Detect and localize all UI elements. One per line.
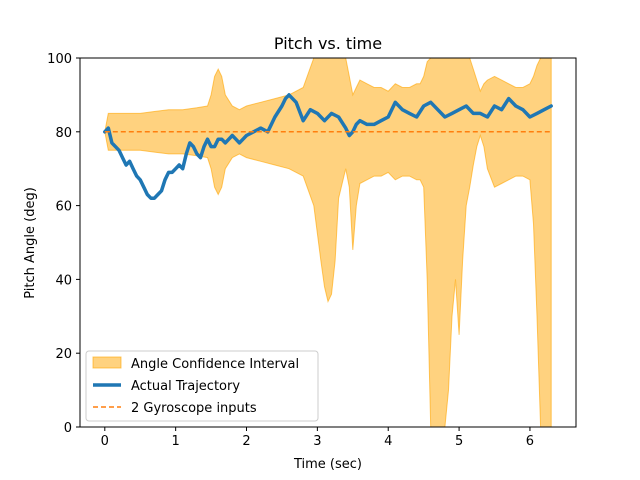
x-tick-label: 4 [384,434,392,449]
legend-gyro-label: 2 Gyroscope inputs [131,401,257,416]
x-tick-label: 1 [172,434,180,449]
legend-trajectory-label: Actual Trajectory [131,379,240,394]
x-tick-label: 0 [101,434,109,449]
y-tick-label: 80 [55,126,72,141]
legend-ci-swatch [92,356,122,369]
y-tick-label: 40 [55,273,72,288]
x-axis-label: Time (sec) [293,457,362,472]
y-tick-label: 60 [55,200,72,215]
legend-ci-label: Angle Confidence Interval [131,357,299,372]
chart-title: Pitch vs. time [274,34,382,53]
legend-box [85,350,319,422]
y-tick-label: 100 [47,52,72,67]
plot-frame [79,57,577,428]
x-tick-label: 3 [313,434,321,449]
plot-area [103,58,553,427]
legend: Angle Confidence Interval Actual Traject… [85,350,319,422]
confidence-band [104,58,552,427]
y-tick-label: 20 [55,347,72,362]
y-axis-label: Pitch Angle (deg) [23,187,38,299]
x-tick-label: 6 [526,434,534,449]
x-tick-label: 2 [242,434,250,449]
y-tick-label: 0 [64,421,72,436]
x-tick-label: 5 [455,434,463,449]
